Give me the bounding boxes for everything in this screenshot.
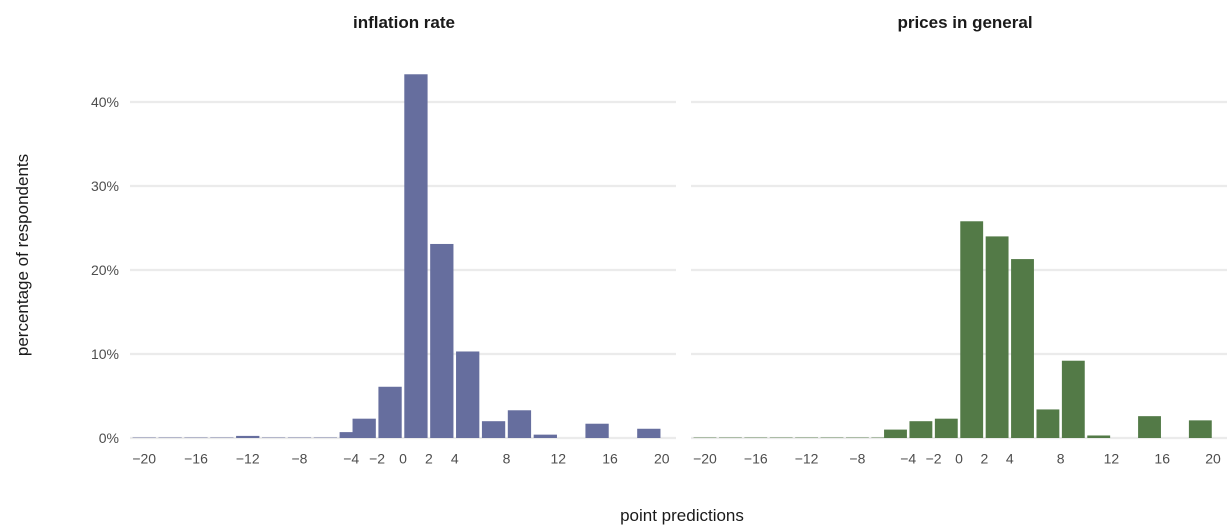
bar — [236, 435, 260, 438]
panel-1: prices in general−20 −16 −12 −8 −4 −2 0 2 4 8 12 16… — [691, 13, 1227, 466]
x-tick-label: 12 — [550, 450, 566, 466]
x-tick-label: −16 — [744, 450, 768, 466]
bar — [934, 418, 958, 438]
y-tick-label: 10% — [91, 346, 119, 362]
bar — [1087, 435, 1111, 438]
bar — [1188, 420, 1212, 438]
x-tick-label: −20 — [132, 450, 156, 466]
x-tick-label: −12 — [795, 450, 819, 466]
bar — [909, 421, 933, 438]
panel-title: inflation rate — [353, 13, 455, 32]
bar — [985, 236, 1009, 438]
y-tick-label: 30% — [91, 178, 119, 194]
bar — [1011, 259, 1034, 438]
bar — [378, 386, 402, 438]
bar — [352, 418, 376, 438]
x-tick-label: 2 — [425, 450, 433, 466]
x-tick-label: −8 — [849, 450, 865, 466]
x-tick-label: 12 — [1104, 450, 1120, 466]
bar — [1061, 360, 1085, 438]
panel-0: inflation rate−20 −16 −12 −8 −4 −2 0 2 4 8 12 16 20 — [130, 13, 676, 466]
y-tick-label: 40% — [91, 94, 119, 110]
bar — [507, 410, 532, 438]
x-tick-label: 4 — [451, 450, 459, 466]
x-tick-label: −8 — [292, 450, 308, 466]
x-tick-label: 4 — [1006, 450, 1014, 466]
bar — [533, 434, 557, 438]
bar — [585, 423, 609, 438]
x-tick-label: 16 — [602, 450, 618, 466]
x-tick-label: −2 — [369, 450, 385, 466]
x-tick-label: 20 — [1205, 450, 1221, 466]
x-tick-label: 8 — [503, 450, 511, 466]
panel-title: prices in general — [897, 13, 1032, 32]
bar — [430, 243, 454, 438]
x-tick-label: 8 — [1057, 450, 1065, 466]
x-tick-label: −2 — [926, 450, 942, 466]
bar — [456, 351, 480, 438]
bar — [884, 429, 907, 438]
bar — [1138, 416, 1161, 438]
bar — [404, 74, 428, 438]
bar — [637, 428, 661, 438]
x-axis-title: point predictions — [620, 506, 744, 525]
x-tick-label: −4 — [900, 450, 916, 466]
x-tick-label: 0 — [399, 450, 407, 466]
chart-panels: inflation rate−20 −16 −12 −8 −4 −2 0 2 4 8 12 16 20p… — [91, 13, 1227, 466]
bar — [339, 432, 363, 438]
x-tick-label: 16 — [1154, 450, 1170, 466]
y-tick-label: 0% — [99, 430, 119, 446]
x-tick-label: −12 — [236, 450, 260, 466]
y-tick-label: 20% — [91, 262, 119, 278]
y-axis-title: percentage of respondents — [13, 154, 32, 356]
bar — [960, 221, 984, 438]
x-tick-label: 2 — [981, 450, 989, 466]
x-tick-label: −4 — [343, 450, 359, 466]
x-tick-label: 0 — [955, 450, 963, 466]
bar — [481, 421, 506, 438]
x-tick-label: −16 — [184, 450, 208, 466]
x-tick-label: −20 — [693, 450, 717, 466]
bar — [1036, 409, 1060, 438]
x-tick-label: 20 — [654, 450, 670, 466]
